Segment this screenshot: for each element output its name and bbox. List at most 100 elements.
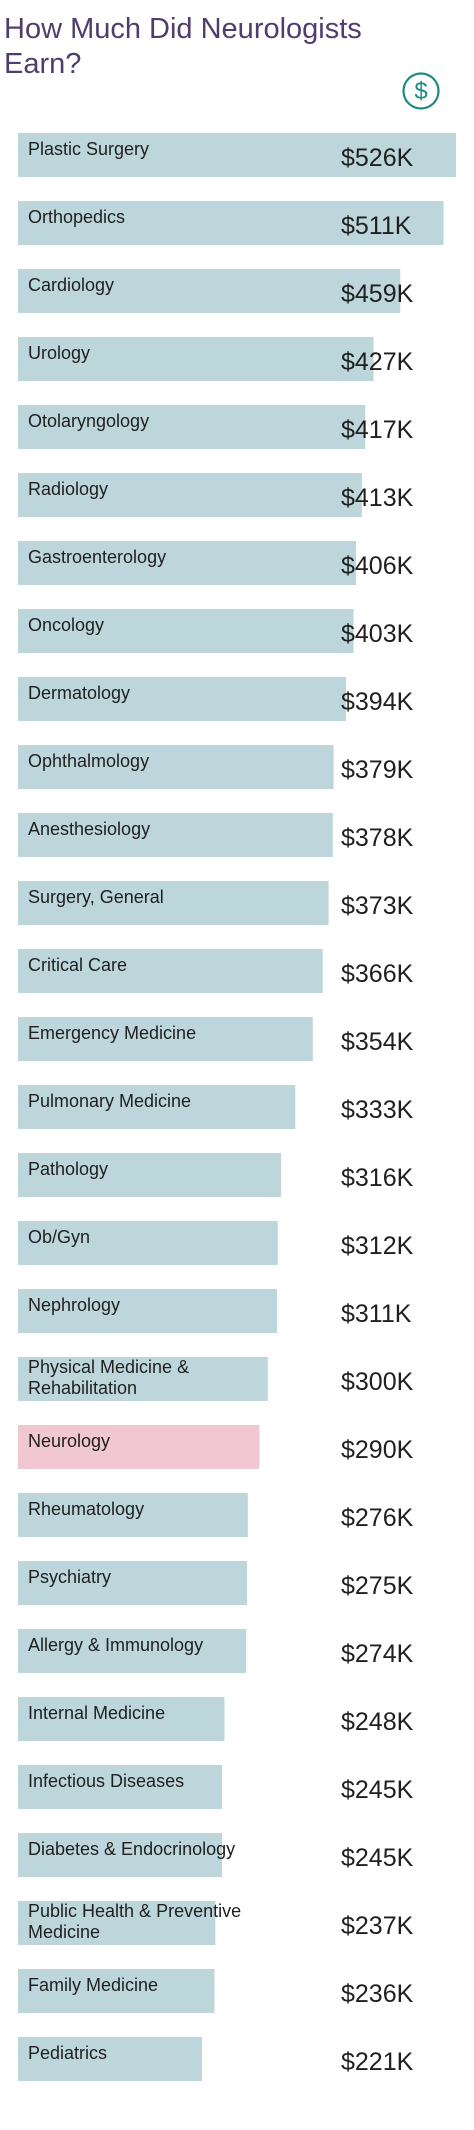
bar-row: Gastroenterology $406K	[18, 541, 414, 585]
bar-row: Pathology $316K	[18, 1153, 414, 1197]
bar-row: Dermatology $394K	[18, 677, 414, 721]
bar	[18, 201, 444, 245]
category-label: Urology	[28, 343, 90, 363]
bar	[18, 881, 329, 925]
value-label: $236K	[341, 1980, 414, 2008]
value-label: $245K	[341, 1776, 414, 1804]
bar	[18, 1629, 247, 1673]
svg-text:$: $	[414, 78, 427, 105]
category-label: Emergency Medicine	[28, 1023, 196, 1043]
value-label: $290K	[341, 1436, 414, 1464]
category-label: Internal Medicine	[28, 1703, 165, 1723]
value-label: $379K	[341, 756, 414, 784]
category-label: Radiology	[28, 479, 108, 499]
category-label: Rheumatology	[28, 1499, 144, 1519]
value-label: $274K	[341, 1640, 414, 1668]
bar	[18, 1357, 268, 1401]
category-label: Cardiology	[28, 275, 114, 295]
bar-row: Plastic Surgery $526K	[18, 133, 456, 177]
bar	[18, 745, 334, 789]
category-label: Physical Medicine & Rehabilitation	[28, 1357, 189, 1398]
value-label: $275K	[341, 1572, 414, 1600]
category-label: Pediatrics	[28, 2043, 107, 2063]
category-label: Otolaryngology	[28, 411, 149, 431]
category-label: Infectious Diseases	[28, 1771, 184, 1791]
category-label: Orthopedics	[28, 207, 125, 227]
bar-row: Infectious Diseases $245K	[18, 1765, 414, 1809]
bar	[18, 541, 357, 585]
category-label: Pulmonary Medicine	[28, 1091, 191, 1111]
value-label: $413K	[341, 484, 414, 512]
page-title: How Much Did Neurologists Earn?	[4, 13, 362, 80]
bar-row: Emergency Medicine $354K	[18, 1017, 414, 1061]
bar	[18, 1561, 247, 1605]
value-label: $406K	[341, 552, 414, 580]
bar-row: Neurology $290K	[18, 1425, 414, 1469]
value-label: $300K	[341, 1368, 414, 1396]
category-label-line: Physical Medicine &	[28, 1357, 189, 1377]
bar	[18, 1085, 296, 1129]
bar-row: Pediatrics $221K	[18, 2037, 414, 2081]
category-label: Surgery, General	[28, 887, 164, 907]
bar	[18, 337, 374, 381]
value-label: $373K	[341, 892, 414, 920]
value-label: $417K	[341, 416, 414, 444]
bar-row: Internal Medicine $248K	[18, 1697, 414, 1741]
category-label: Allergy & Immunology	[28, 1635, 203, 1655]
bar	[18, 2037, 203, 2081]
bar-row: Rheumatology $276K	[18, 1493, 414, 1537]
bar	[18, 1833, 223, 1877]
bar	[18, 133, 456, 177]
value-label: $248K	[341, 1708, 414, 1736]
value-label: $237K	[341, 1912, 414, 1940]
category-label: Diabetes & Endocrinology	[28, 1839, 235, 1859]
bar	[18, 1289, 277, 1333]
value-label: $245K	[341, 1844, 414, 1872]
category-label: Dermatology	[28, 683, 130, 703]
category-label: Gastroenterology	[28, 547, 166, 567]
value-label: $511K	[341, 212, 412, 240]
value-label: $394K	[341, 688, 414, 716]
value-label: $221K	[341, 2048, 414, 2076]
bar	[18, 1901, 216, 1945]
bar	[18, 1221, 278, 1265]
category-label: Ob/Gyn	[28, 1227, 90, 1247]
value-label: $333K	[341, 1096, 414, 1124]
bar-row: Ob/Gyn $312K	[18, 1221, 414, 1265]
bar	[18, 609, 354, 653]
bar-row: Allergy & Immunology $274K	[18, 1629, 414, 1673]
bar-row: Psychiatry $275K	[18, 1561, 414, 1605]
bar-row: Critical Care $366K	[18, 949, 414, 993]
value-label: $366K	[341, 960, 414, 988]
bar	[18, 1697, 225, 1741]
bar-row: Diabetes & Endocrinology $245K	[18, 1833, 414, 1877]
bar	[18, 405, 366, 449]
bar-row: Family Medicine $236K	[18, 1969, 414, 2013]
value-label: $354K	[341, 1028, 414, 1056]
category-label: Oncology	[28, 615, 104, 635]
bar-row: Oncology $403K	[18, 609, 414, 653]
bar-row: Otolaryngology $417K	[18, 405, 414, 449]
value-label: $312K	[341, 1232, 414, 1260]
category-label: Neurology	[28, 1431, 110, 1451]
category-label: Anesthesiology	[28, 819, 150, 839]
bar-row: Anesthesiology $378K	[18, 813, 414, 857]
bar	[18, 1765, 223, 1809]
bar-row: Pulmonary Medicine $333K	[18, 1085, 414, 1129]
bar-row: Radiology $413K	[18, 473, 414, 517]
bar	[18, 269, 401, 313]
value-label: $427K	[341, 348, 414, 376]
category-label-line: Rehabilitation	[28, 1378, 137, 1398]
category-label: Nephrology	[28, 1295, 120, 1315]
dollar-circle-icon: $	[402, 72, 440, 110]
bar-row: Urology $427K	[18, 337, 414, 381]
bar	[18, 473, 362, 517]
category-label-line: Medicine	[28, 1922, 100, 1942]
value-label: $316K	[341, 1164, 414, 1192]
bar-row: Public Health & Preventive Medicine $237K	[18, 1901, 414, 1945]
bar-row: Ophthalmology $379K	[18, 745, 414, 789]
bar	[18, 1153, 282, 1197]
value-label: $403K	[341, 620, 414, 648]
category-label: Psychiatry	[28, 1567, 111, 1587]
category-label: Critical Care	[28, 955, 127, 975]
